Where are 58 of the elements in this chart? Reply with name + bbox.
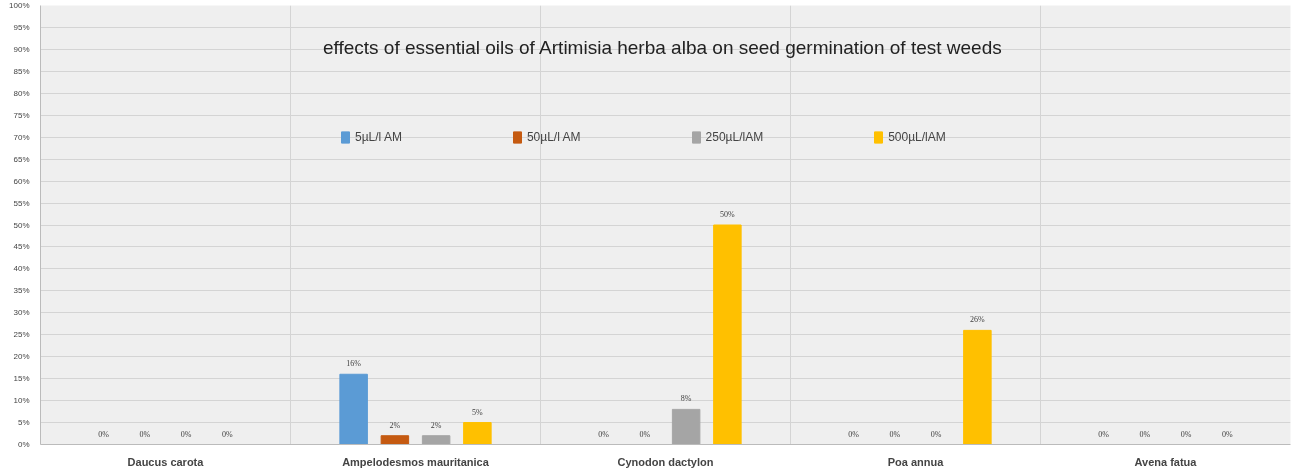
y-tick-label: 35% <box>13 286 30 296</box>
y-tick-label: 60% <box>13 176 30 186</box>
data-label: 0% <box>639 429 651 439</box>
y-tick-label: 70% <box>13 132 30 142</box>
y-tick-label: 65% <box>13 154 30 164</box>
data-label: 0% <box>139 429 151 439</box>
y-tick-label: 15% <box>13 374 30 384</box>
y-tick-label: 75% <box>13 110 30 120</box>
y-tick-label: 100% <box>9 1 30 10</box>
data-label: 8% <box>680 394 692 404</box>
x-tick-label: Daucus carota <box>127 455 205 468</box>
y-tick-label: 45% <box>13 242 30 252</box>
legend-label: 5µL/l AM <box>355 130 402 144</box>
y-tick-label: 50% <box>13 220 30 230</box>
x-tick-label: Avena fatua <box>1134 455 1198 468</box>
data-label: 0% <box>848 429 860 439</box>
data-label: 26% <box>970 315 986 325</box>
data-label: 0% <box>1139 429 1151 439</box>
bar <box>713 224 742 445</box>
data-label: 0% <box>1222 429 1234 439</box>
y-tick-label: 5% <box>17 418 30 428</box>
y-tick-label: 30% <box>13 308 30 318</box>
data-label: 0% <box>222 429 234 439</box>
y-tick-label: 40% <box>13 264 30 274</box>
y-tick-label: 85% <box>13 66 30 76</box>
x-tick-label: Poa annua <box>887 455 945 468</box>
data-label: 5% <box>472 407 484 417</box>
bar <box>380 435 410 445</box>
y-tick-label: 25% <box>13 330 30 340</box>
data-label: 0% <box>180 429 192 439</box>
data-label: 0% <box>598 429 610 439</box>
bar <box>421 435 451 445</box>
data-label: 2% <box>430 420 442 430</box>
data-label: 50% <box>720 210 736 219</box>
data-label: 0% <box>1180 429 1192 439</box>
bar <box>963 329 992 445</box>
legend-label: 250µL/lAM <box>705 130 764 144</box>
data-label: 16% <box>346 359 362 369</box>
data-label: 0% <box>1098 429 1110 439</box>
x-tick-label: Ampelodesmos mauritanica <box>342 455 490 468</box>
bar <box>339 373 368 445</box>
y-tick-label: 0% <box>17 440 30 449</box>
data-label: 0% <box>889 429 901 439</box>
y-tick-label: 90% <box>13 44 30 54</box>
x-tick-label: Cynodon dactylon <box>617 455 714 468</box>
bar <box>671 408 701 445</box>
data-label: 0% <box>930 429 942 439</box>
y-tick-label: 10% <box>13 396 30 406</box>
data-label: 0% <box>98 429 110 439</box>
y-tick-label: 95% <box>13 22 30 32</box>
y-tick-label: 55% <box>13 198 30 208</box>
text: effects of essential oils of Artimisia herba alba on seed germination of test weeds <box>322 37 1002 59</box>
y-tick-label: 80% <box>13 88 30 98</box>
legend-label: 500µL/lAM <box>888 130 946 144</box>
y-tick-label: 20% <box>13 352 30 362</box>
data-label: 2% <box>389 420 401 430</box>
legend-label: 50µL/l AM <box>526 130 581 144</box>
bar <box>463 422 492 445</box>
